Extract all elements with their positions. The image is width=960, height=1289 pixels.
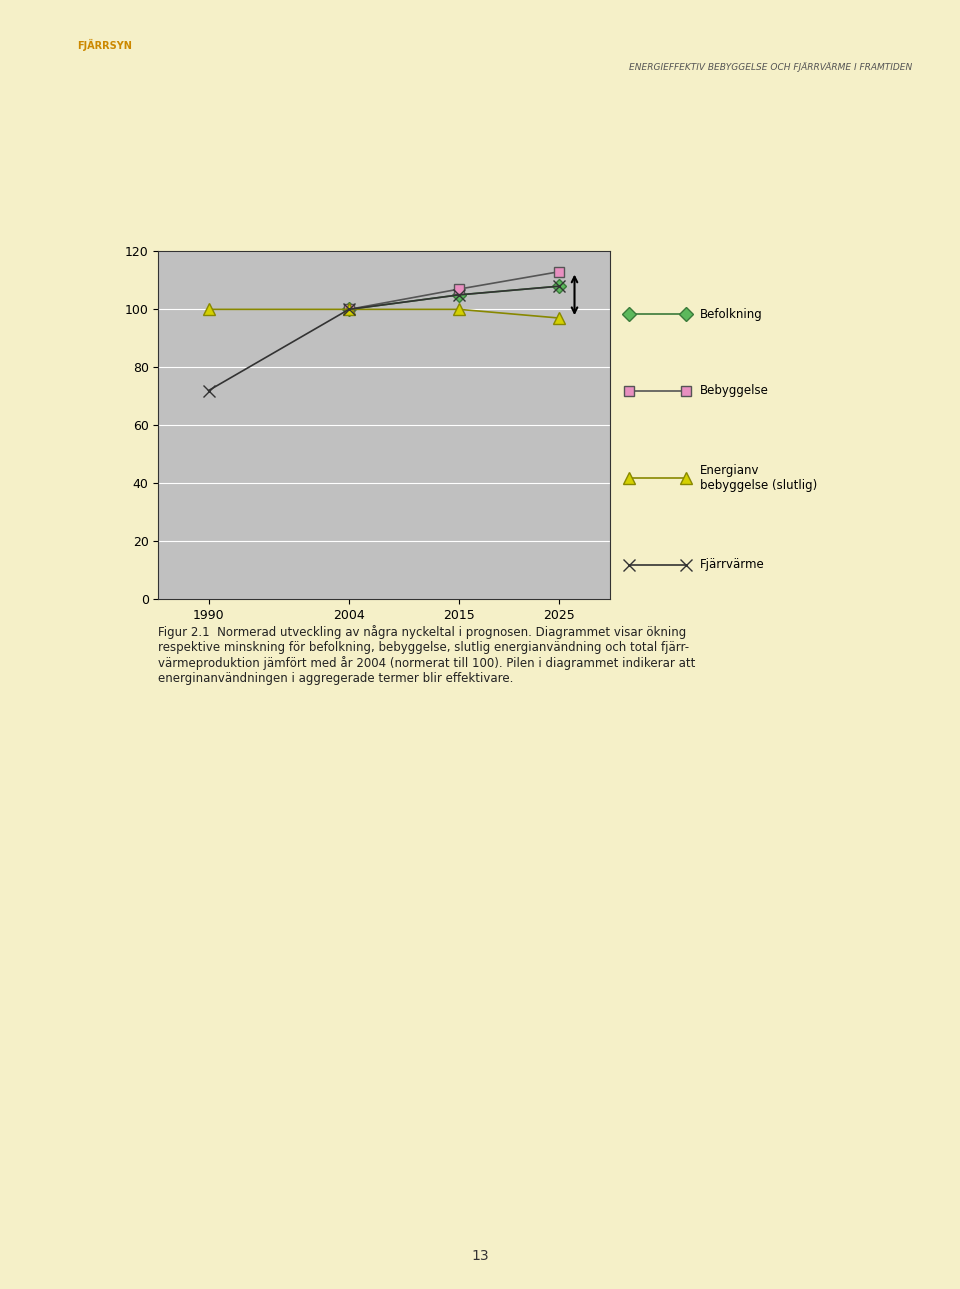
- Text: Bebyggelse: Bebyggelse: [700, 384, 769, 397]
- Text: FJÄRRSYN: FJÄRRSYN: [77, 39, 132, 50]
- Text: 13: 13: [471, 1249, 489, 1263]
- Text: Befolkning: Befolkning: [700, 308, 762, 321]
- Text: Fjärrvärme: Fjärrvärme: [700, 558, 764, 571]
- Text: ENERGIEFFEKTIV BEBYGGELSE OCH FJÄRRVÄRME I FRAMTIDEN: ENERGIEFFEKTIV BEBYGGELSE OCH FJÄRRVÄRME…: [629, 62, 912, 72]
- Text: Figur 2.1  Normerad utveckling av några nyckeltal i prognosen. Diagrammet visar : Figur 2.1 Normerad utveckling av några n…: [158, 625, 696, 686]
- Text: Energianv
bebyggelse (slutlig): Energianv bebyggelse (slutlig): [700, 464, 817, 491]
